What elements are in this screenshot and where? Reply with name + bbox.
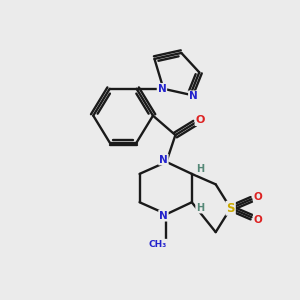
Text: N: N	[189, 91, 198, 101]
Text: N: N	[159, 211, 168, 221]
Text: H: H	[196, 164, 204, 173]
Text: N: N	[158, 84, 166, 94]
Text: O: O	[254, 214, 262, 225]
Text: O: O	[196, 115, 205, 125]
Text: N: N	[159, 154, 168, 165]
Text: S: S	[226, 202, 235, 215]
Text: CH₃: CH₃	[149, 240, 167, 249]
Text: O: O	[254, 192, 262, 202]
Text: H: H	[196, 202, 204, 213]
